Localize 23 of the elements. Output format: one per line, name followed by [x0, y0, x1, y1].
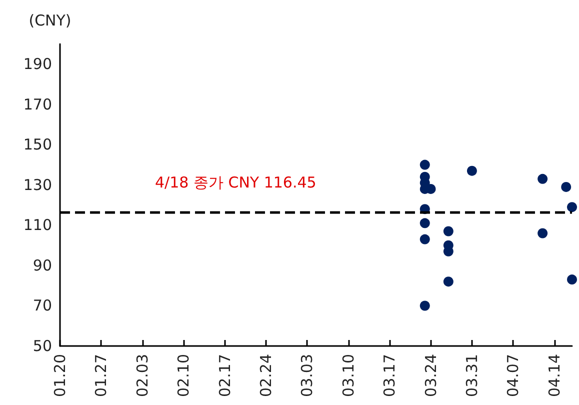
ref-line-label: 4/18 종가 CNY 116.45 — [155, 174, 316, 192]
x-tick-label: 03.31 — [462, 354, 481, 397]
y-tick-label: 110 — [23, 216, 52, 234]
y-tick-label: 170 — [23, 95, 52, 114]
x-tick-label: 02.24 — [256, 354, 275, 397]
y-tick-label: 150 — [23, 136, 52, 154]
x-tick-label: 02.03 — [133, 354, 152, 397]
x-tick-label: 02.17 — [216, 354, 234, 397]
x-tick-label: 04.14 — [545, 354, 564, 397]
y-axis-title: (CNY) — [28, 12, 72, 30]
x-tick-label: 04.07 — [504, 354, 522, 397]
y-tick-label: 50 — [32, 337, 52, 355]
x-tick-label: 02.10 — [174, 354, 193, 397]
x-tick-label: 03.10 — [339, 354, 358, 397]
y-tick-label: 190 — [23, 55, 52, 74]
x-tick-label: 01.20 — [51, 354, 69, 397]
x-tick-label: 01.27 — [92, 354, 110, 397]
y-tick-label: 90 — [32, 256, 52, 274]
y-tick-label: 70 — [32, 296, 52, 315]
y-tick-label: 130 — [23, 176, 52, 194]
x-tick-label: 03.24 — [422, 354, 440, 397]
x-tick-label: 03.17 — [380, 354, 399, 397]
x-tick-label: 03.03 — [298, 354, 316, 397]
